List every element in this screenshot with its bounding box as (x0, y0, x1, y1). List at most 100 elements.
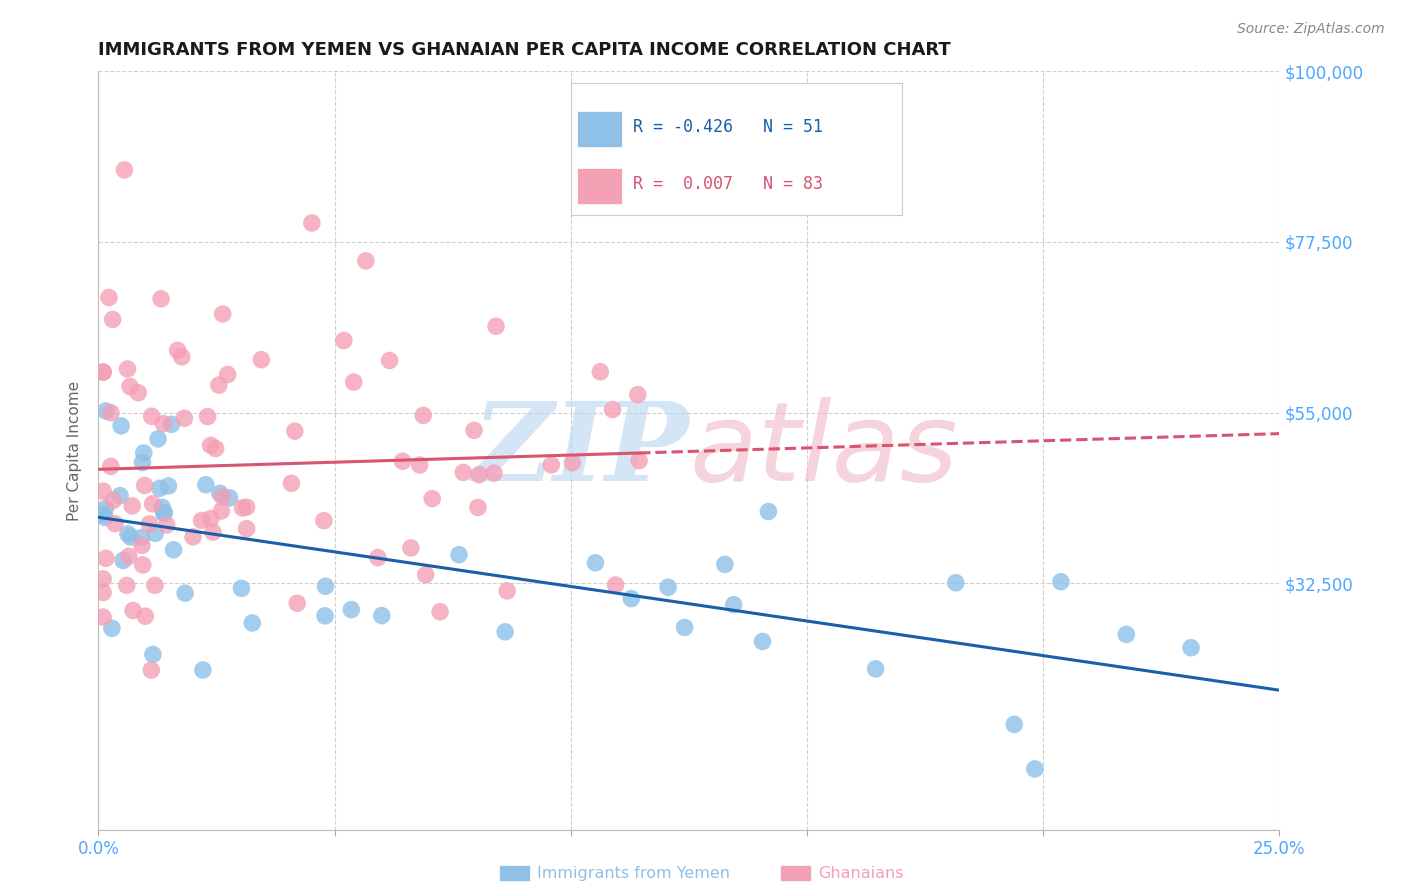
Point (143, 526, 166, 541)
Point (138, 516, 160, 531)
Point (250, 352, 273, 367)
Point (153, 505, 176, 519)
Point (94, 551, 117, 566)
Point (945, 575, 967, 590)
Y-axis label: Per Capita Income: Per Capita Income (67, 380, 83, 521)
Point (190, 514, 212, 528)
FancyBboxPatch shape (576, 111, 621, 147)
Point (211, 307, 233, 321)
Point (110, 418, 132, 433)
Point (540, 458, 562, 472)
Point (101, 312, 124, 326)
Point (153, 507, 176, 521)
Point (201, 525, 224, 540)
Point (94, 510, 117, 524)
Text: IMMIGRANTS FROM YEMEN VS GHANAIAN PER CAPITA INCOME CORRELATION CHART: IMMIGRANTS FROM YEMEN VS GHANAIAN PER CA… (98, 41, 952, 59)
Point (312, 514, 335, 528)
Point (589, 365, 612, 379)
Point (285, 596, 308, 610)
Text: Source: ZipAtlas.com: Source: ZipAtlas.com (1237, 22, 1385, 37)
Point (370, 608, 392, 623)
Point (200, 438, 222, 452)
Point (143, 578, 166, 592)
Point (602, 402, 624, 417)
Point (97, 291, 120, 305)
Point (91, 365, 114, 379)
Point (315, 579, 337, 593)
Point (91, 585, 114, 599)
Point (1180, 640, 1202, 655)
Point (467, 500, 489, 515)
Point (468, 467, 491, 482)
Point (170, 350, 193, 364)
Point (231, 500, 253, 515)
Point (94, 404, 117, 418)
Point (751, 634, 773, 648)
Point (1115, 627, 1137, 641)
Point (463, 423, 485, 437)
Text: R =  0.007   N = 83: R = 0.007 N = 83 (634, 175, 824, 193)
Point (94, 501, 117, 516)
Point (314, 608, 336, 623)
Point (723, 598, 745, 612)
Point (127, 385, 149, 400)
Point (447, 548, 470, 562)
Point (150, 292, 173, 306)
Point (108, 489, 131, 503)
Point (208, 378, 231, 392)
Point (301, 216, 323, 230)
Point (149, 481, 172, 495)
Point (1050, 574, 1073, 589)
Point (91, 507, 114, 521)
Point (235, 522, 257, 536)
Point (122, 603, 145, 617)
Point (156, 518, 179, 533)
Point (415, 567, 437, 582)
Point (354, 253, 377, 268)
Point (211, 490, 233, 504)
Point (101, 621, 124, 635)
Point (173, 411, 195, 425)
Point (162, 542, 184, 557)
Point (453, 466, 475, 480)
Point (758, 504, 780, 518)
Point (367, 550, 389, 565)
Point (191, 663, 214, 677)
Point (1024, 762, 1046, 776)
Point (585, 556, 607, 570)
Point (142, 497, 165, 511)
Point (131, 456, 153, 470)
Point (628, 453, 651, 467)
Point (235, 500, 257, 515)
Point (231, 582, 253, 596)
Point (91, 610, 114, 624)
Point (340, 602, 363, 616)
Point (100, 459, 122, 474)
Text: Ghanaians: Ghanaians (818, 866, 904, 880)
Point (378, 353, 401, 368)
Point (131, 531, 153, 545)
Point (197, 409, 219, 424)
Point (200, 511, 222, 525)
Point (121, 499, 143, 513)
Text: Immigrants from Yemen: Immigrants from Yemen (537, 866, 730, 880)
Point (115, 578, 138, 592)
Point (620, 591, 643, 606)
FancyBboxPatch shape (571, 83, 901, 216)
Point (714, 558, 737, 572)
Point (865, 662, 887, 676)
Point (150, 500, 173, 515)
Point (343, 375, 366, 389)
Point (485, 319, 508, 334)
Point (284, 424, 307, 438)
Point (166, 343, 188, 358)
FancyBboxPatch shape (576, 168, 621, 204)
Point (181, 530, 204, 544)
Point (494, 624, 516, 639)
Text: ZIP: ZIP (472, 397, 689, 504)
Text: atlas: atlas (689, 397, 957, 504)
Point (100, 406, 122, 420)
Point (240, 615, 263, 630)
Point (408, 458, 430, 472)
Point (131, 538, 153, 552)
